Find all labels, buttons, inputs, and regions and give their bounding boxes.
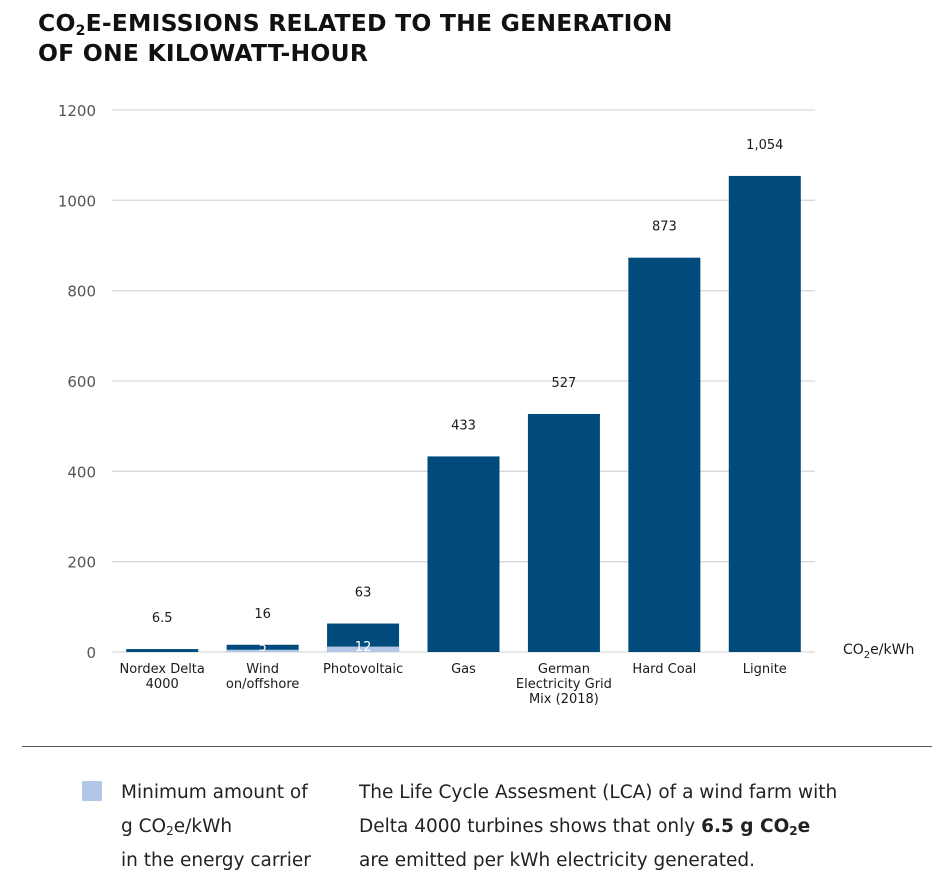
bar [527, 413, 600, 652]
x-tick-label: 4000 [146, 677, 179, 692]
unit-label-part: e/kWh [870, 642, 914, 658]
legend-subscript: 2 [166, 824, 174, 838]
bar-minimum [226, 649, 299, 652]
unit-label-part: CO [843, 642, 864, 658]
note-text: Delta 4000 turbines shows that only [359, 816, 702, 837]
x-tick-label: Gas [451, 662, 476, 677]
x-tick-label: Electricity Grid [516, 677, 612, 692]
x-tick-label: Mix (2018) [529, 692, 599, 707]
x-tick-label: Nordex Delta [120, 662, 205, 677]
data-label: 433 [451, 418, 476, 433]
note-text: The Life Cycle Assesment (LCA) of a wind… [359, 782, 838, 803]
bar [628, 257, 701, 652]
note-text: are emitted per kWh electricity generate… [359, 850, 755, 871]
unit-label: CO2e/kWh [843, 642, 914, 661]
x-tick-label: Wind [246, 662, 279, 677]
data-label: 527 [552, 376, 577, 391]
title-text: E-EMISSIONS RELATED TO THE GENERATION [85, 9, 673, 37]
x-tick-label: German [538, 662, 590, 677]
title-text: OF ONE KILOWATT-HOUR [38, 39, 369, 67]
x-tick-label: Hard Coal [632, 662, 696, 677]
legend-text: g CO [121, 816, 167, 837]
legend-swatch-minimum [82, 781, 102, 801]
chart-title: CO2E-EMISSIONS RELATED TO THE GENERATION… [38, 8, 673, 68]
x-tick-label: on/offshore [226, 677, 300, 692]
y-tick-label: 1000 [58, 192, 96, 210]
legend-text: e/kWh [173, 816, 233, 837]
x-tick-label: Photovoltaic [323, 662, 403, 677]
legend-text: Minimum amount of [121, 782, 308, 803]
data-label: 63 [355, 586, 372, 601]
data-label: 873 [652, 220, 677, 235]
title-text: CO [38, 9, 76, 37]
data-label: 1,054 [746, 138, 783, 153]
y-tick-label: 600 [67, 373, 96, 391]
note-highlight: 6.5 g CO2e [701, 816, 811, 838]
unit-label-part: 2 [864, 650, 870, 661]
y-tick-label: 200 [67, 554, 96, 572]
title-subscript: 2 [75, 23, 86, 39]
y-tick-label: 0 [86, 644, 96, 662]
min-data-label: 12 [355, 640, 372, 655]
legend-label: Minimum amount of g CO2e/kWh in the ener… [121, 776, 311, 878]
data-label: 16 [254, 607, 271, 622]
divider [22, 746, 932, 747]
bar-minimum [327, 646, 400, 652]
x-tick-label: Lignite [743, 662, 787, 677]
y-tick-label: 1200 [58, 102, 96, 120]
y-tick-label: 400 [67, 463, 96, 481]
legend-text: in the energy carrier [121, 850, 311, 871]
bar [427, 456, 500, 652]
lca-note: The Life Cycle Assesment (LCA) of a wind… [359, 776, 919, 878]
y-tick-label: 800 [67, 283, 96, 301]
bar [226, 644, 299, 652]
bar-chart: 0 200 400 600 800 1000 1200 6.5 Nordex Delta4000… [58, 102, 915, 707]
min-data-label: 5 [259, 640, 267, 655]
bar [126, 649, 199, 652]
data-label: 6.5 [152, 611, 173, 626]
bar [728, 175, 801, 652]
